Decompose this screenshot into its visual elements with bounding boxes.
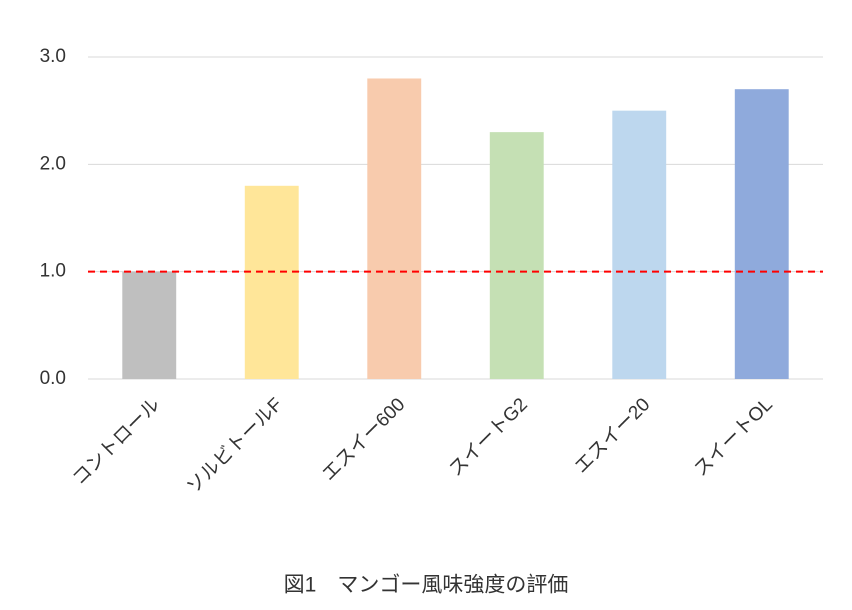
x-tick-label: スイートG2 xyxy=(445,394,532,481)
y-tick-label: 0.0 xyxy=(40,368,66,389)
x-tick-label: ソルビトールF xyxy=(182,394,286,498)
chart-title: 図1 マンゴー風味強度の評価 xyxy=(284,574,569,597)
bar xyxy=(244,185,299,379)
bar xyxy=(612,110,667,380)
x-tick-label: エスイー600 xyxy=(318,394,409,485)
y-tick-label: 2.0 xyxy=(40,153,66,174)
x-tick-label: スイートOL xyxy=(690,394,777,481)
bar xyxy=(734,89,789,379)
y-tick-label: 1.0 xyxy=(40,261,66,282)
bar xyxy=(122,271,177,379)
bar xyxy=(489,132,544,379)
x-tick-label: エスイー20 xyxy=(571,394,655,478)
bar xyxy=(367,78,422,379)
y-tick-label: 3.0 xyxy=(40,46,66,67)
x-tick-label: コントロール xyxy=(69,394,164,489)
